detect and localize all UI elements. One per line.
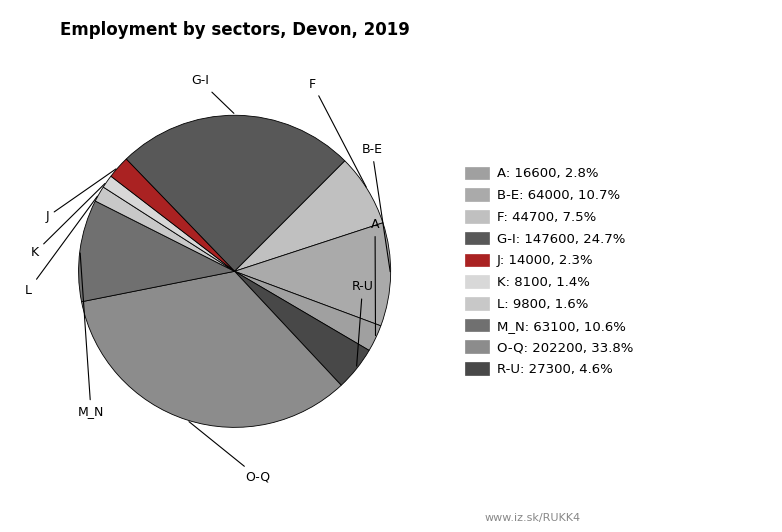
Wedge shape: [126, 115, 345, 271]
Wedge shape: [235, 271, 381, 351]
Wedge shape: [78, 201, 235, 302]
Text: F: F: [309, 78, 366, 187]
Text: www.iz.sk/RUKK4: www.iz.sk/RUKK4: [485, 513, 581, 523]
Text: K: K: [30, 184, 105, 259]
Text: J: J: [45, 169, 116, 223]
Wedge shape: [95, 187, 235, 271]
Text: L: L: [25, 196, 98, 296]
Text: B-E: B-E: [361, 143, 390, 272]
Wedge shape: [235, 223, 391, 326]
Wedge shape: [235, 271, 369, 385]
Text: Employment by sectors, Devon, 2019: Employment by sectors, Devon, 2019: [59, 21, 410, 39]
Wedge shape: [103, 176, 235, 271]
Legend: A: 16600, 2.8%, B-E: 64000, 10.7%, F: 44700, 7.5%, G-I: 147600, 24.7%, J: 14000,: A: 16600, 2.8%, B-E: 64000, 10.7%, F: 44…: [460, 161, 639, 381]
Wedge shape: [235, 161, 383, 271]
Wedge shape: [111, 159, 235, 271]
Wedge shape: [81, 271, 341, 427]
Text: G-I: G-I: [192, 74, 234, 113]
Text: A: A: [371, 218, 379, 336]
Text: O-Q: O-Q: [189, 422, 271, 484]
Text: R-U: R-U: [352, 280, 374, 366]
Text: M_N: M_N: [78, 253, 104, 418]
